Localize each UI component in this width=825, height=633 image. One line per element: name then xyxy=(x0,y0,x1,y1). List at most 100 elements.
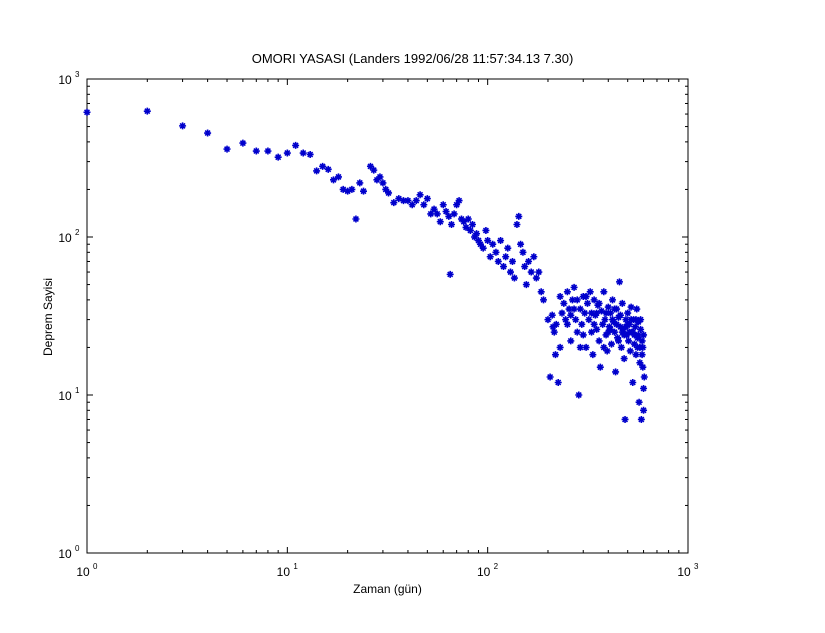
data-point xyxy=(629,378,637,386)
data-point xyxy=(532,274,540,282)
chart-title: OMORI YASASI (Landers 1992/06/28 11:57:3… xyxy=(251,51,574,66)
data-point xyxy=(521,263,529,271)
data-point xyxy=(385,189,393,197)
data-point xyxy=(595,337,603,345)
data-point xyxy=(634,331,642,339)
data-point xyxy=(473,230,481,238)
data-point xyxy=(609,316,617,324)
data-point xyxy=(339,185,347,193)
data-point xyxy=(621,415,629,423)
data-point xyxy=(640,373,648,381)
data-point xyxy=(519,248,527,256)
data-point xyxy=(603,347,611,355)
data-point xyxy=(448,220,456,228)
data-point xyxy=(638,337,646,345)
data-point xyxy=(455,197,463,205)
data-point xyxy=(324,165,332,173)
data-point xyxy=(494,257,502,265)
svg-text:1: 1 xyxy=(75,386,80,395)
data-point xyxy=(590,296,598,304)
data-point xyxy=(562,316,570,324)
data-point xyxy=(264,147,272,155)
data-point xyxy=(517,240,525,248)
data-point xyxy=(436,218,444,226)
data-point xyxy=(626,347,634,355)
data-point xyxy=(404,197,412,205)
data-point xyxy=(344,187,352,195)
data-point xyxy=(567,337,575,345)
data-point xyxy=(593,309,601,317)
data-point xyxy=(530,253,538,261)
data-point xyxy=(575,391,583,399)
data-point xyxy=(522,281,530,289)
data-point xyxy=(600,288,608,296)
y-tick-label: 10 xyxy=(58,231,72,245)
data-point xyxy=(430,205,438,213)
data-point xyxy=(583,299,591,307)
data-point xyxy=(586,288,594,296)
x-axis-label: Zaman (gün) xyxy=(353,582,422,596)
x-tick-label: 10 xyxy=(277,565,291,579)
data-point xyxy=(578,320,586,328)
data-point xyxy=(450,210,458,218)
data-point xyxy=(83,108,91,116)
data-point xyxy=(573,296,581,304)
data-point xyxy=(600,343,608,351)
data-point xyxy=(502,253,510,261)
data-point xyxy=(460,218,468,226)
data-point xyxy=(572,316,580,324)
y-axis-label: Deprem Sayisi xyxy=(41,277,55,357)
data-point xyxy=(582,343,590,351)
data-point xyxy=(630,340,638,348)
data-point xyxy=(576,343,584,351)
data-point xyxy=(468,220,476,228)
y-tick-label: 10 xyxy=(58,389,72,403)
axis-ticks xyxy=(86,79,688,554)
data-point xyxy=(556,293,564,301)
data-point xyxy=(632,351,640,359)
data-point xyxy=(602,309,610,317)
svg-text:3: 3 xyxy=(75,70,80,79)
data-point xyxy=(223,145,231,153)
data-point xyxy=(204,129,212,137)
data-point xyxy=(620,355,628,363)
data-point xyxy=(597,307,605,315)
data-point xyxy=(479,244,487,252)
data-point xyxy=(582,293,590,301)
data-point xyxy=(399,197,407,205)
data-point xyxy=(274,153,282,161)
data-point xyxy=(306,150,314,158)
data-point xyxy=(462,223,470,231)
data-point xyxy=(283,149,291,157)
data-point xyxy=(616,311,624,319)
data-point xyxy=(611,305,619,313)
data-point xyxy=(360,187,368,195)
data-point xyxy=(640,384,648,392)
data-point xyxy=(373,176,381,184)
data-point xyxy=(484,237,492,245)
data-point xyxy=(453,201,461,209)
data-point xyxy=(631,323,639,331)
data-point xyxy=(595,299,603,307)
data-point xyxy=(567,311,575,319)
data-point xyxy=(348,185,356,193)
data-point xyxy=(504,244,512,252)
data-point xyxy=(506,268,514,276)
data-point xyxy=(549,323,557,331)
data-point xyxy=(299,149,307,157)
data-point xyxy=(622,316,630,324)
data-point xyxy=(313,167,321,175)
data-point xyxy=(610,318,618,326)
data-point xyxy=(379,179,387,187)
data-point xyxy=(614,334,622,342)
data-point xyxy=(352,215,360,223)
data-point xyxy=(376,173,384,181)
data-point xyxy=(554,378,562,386)
data-point xyxy=(433,210,441,218)
data-point xyxy=(639,363,647,371)
svg-text:3: 3 xyxy=(694,562,699,571)
data-point xyxy=(563,320,571,328)
data-point xyxy=(420,201,428,209)
svg-text:0: 0 xyxy=(75,544,80,553)
